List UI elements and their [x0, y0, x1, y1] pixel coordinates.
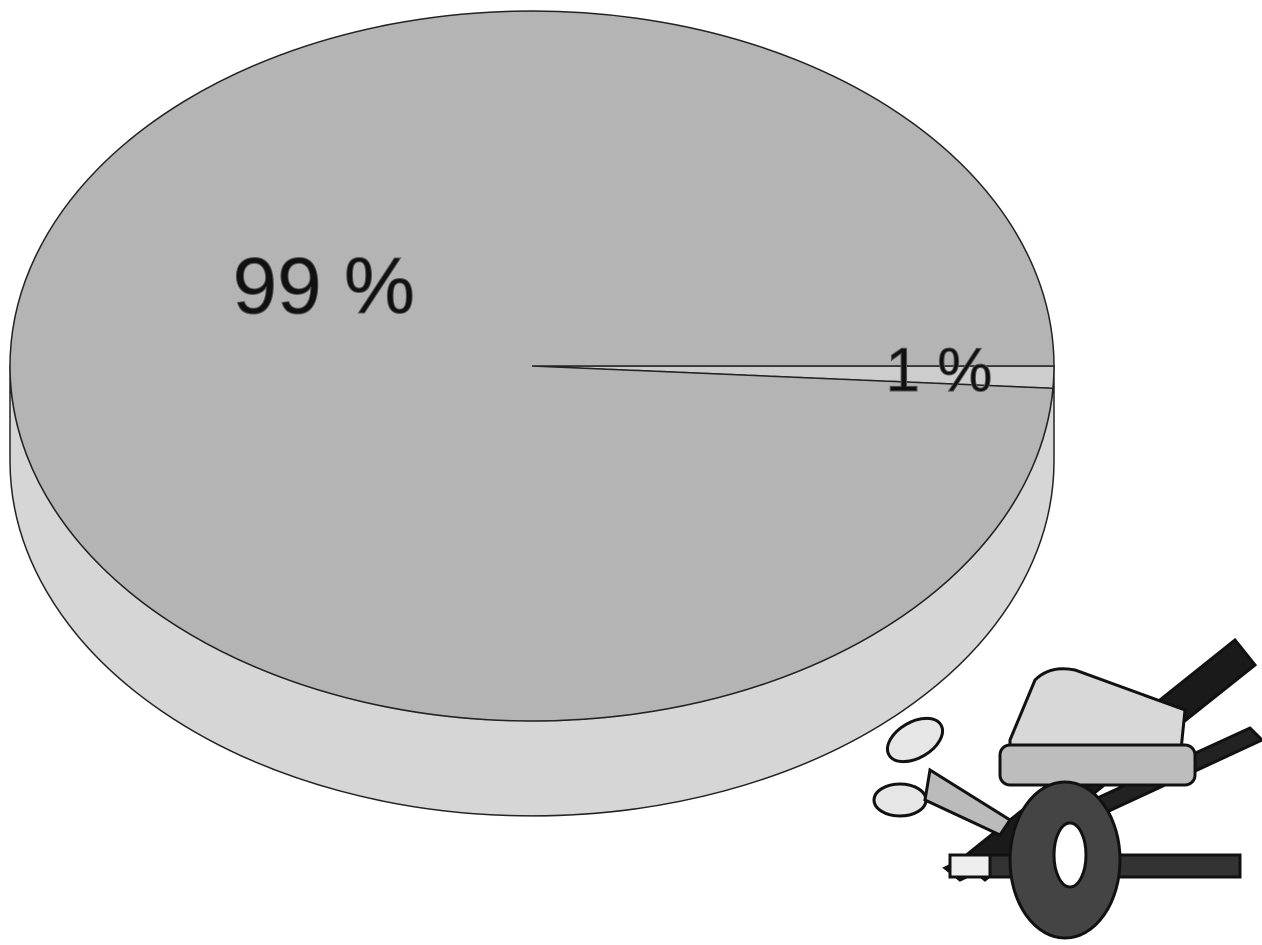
data-label: 1 %: [886, 336, 993, 405]
pencil-eraser: [950, 855, 990, 877]
tape-hole: [1054, 823, 1086, 887]
data-label: 99 %: [233, 241, 415, 330]
scissors-blade: [925, 770, 1010, 835]
pie: 1 % 99 %: [10, 11, 1054, 816]
scissors-handle: [874, 784, 926, 816]
chart: 1 % 99 %: [0, 0, 1262, 945]
page: 1 %99 % (() => { const data = JSON.parse…: [0, 0, 1262, 945]
stapler-base: [1000, 745, 1195, 785]
